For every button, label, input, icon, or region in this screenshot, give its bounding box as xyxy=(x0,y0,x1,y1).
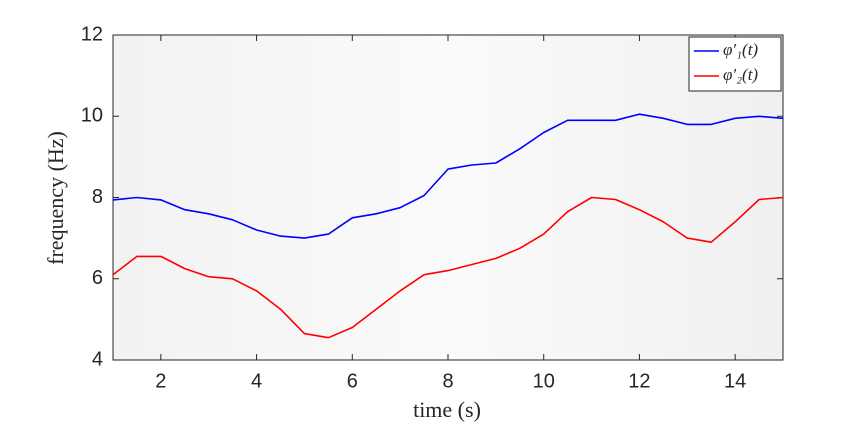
line-series xyxy=(112,196,784,339)
plot-area xyxy=(113,35,783,360)
y-tick-label: 4 xyxy=(92,348,103,370)
legend-label: φ′₂(t) xyxy=(723,65,758,84)
y-tick-label: 10 xyxy=(81,105,103,127)
y-axis-label: frequency (Hz) xyxy=(43,131,68,265)
line-series xyxy=(112,113,784,239)
x-tick-label: 10 xyxy=(533,370,555,392)
x-tick-label: 6 xyxy=(347,370,358,392)
x-tick-label: 12 xyxy=(628,370,650,392)
y-tick-label: 12 xyxy=(81,23,103,45)
y-tick-label: 8 xyxy=(92,186,103,208)
x-tick-label: 8 xyxy=(442,370,453,392)
legend-label: φ′₁(t) xyxy=(723,40,758,59)
x-axis-label: time (s) xyxy=(413,397,481,422)
legend-box xyxy=(688,36,782,92)
y-tick-label: 6 xyxy=(92,267,103,289)
x-tick-label: 14 xyxy=(724,370,746,392)
x-tick-label: 4 xyxy=(251,370,262,392)
x-tick-label: 2 xyxy=(155,370,166,392)
